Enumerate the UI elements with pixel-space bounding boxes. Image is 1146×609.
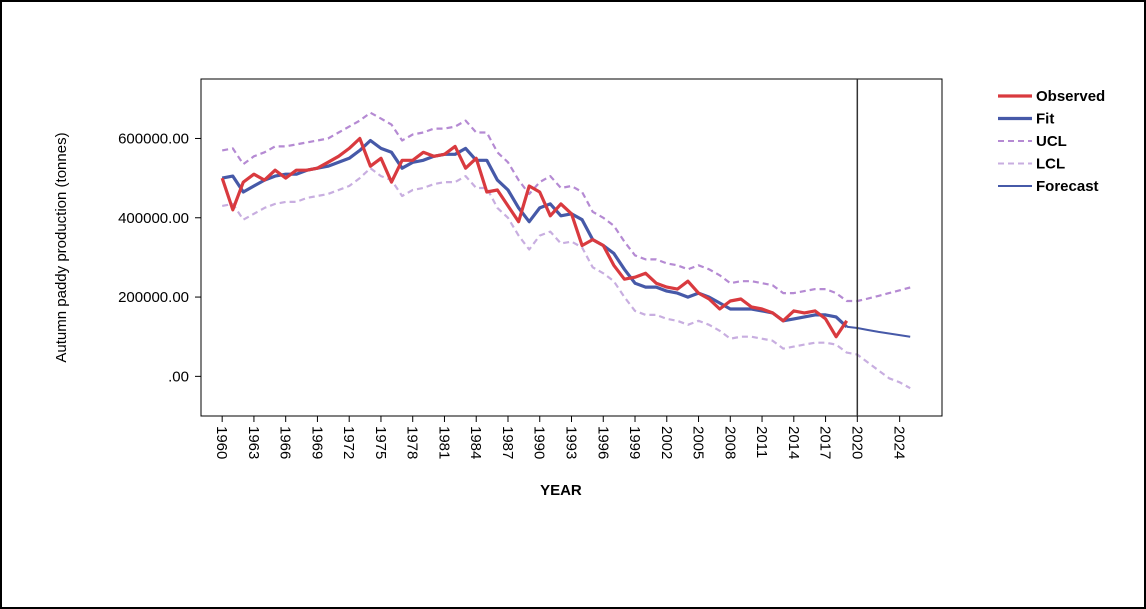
y-axis-label: Autumn paddy production (tonnes) — [53, 132, 70, 362]
x-tick-label: 1984 — [467, 426, 484, 459]
x-tick-label: 1993 — [563, 426, 580, 459]
x-tick-label: 2011 — [753, 426, 770, 458]
x-tick-label: 2014 — [785, 426, 802, 459]
x-axis-label: YEAR — [540, 482, 582, 499]
x-tick-label: 2005 — [690, 426, 707, 459]
x-tick-label: 1972 — [340, 426, 357, 459]
x-tick-label: 1966 — [277, 426, 294, 459]
x-tick-label: 1978 — [404, 426, 421, 459]
x-tick-label: 1969 — [308, 426, 325, 459]
x-tick-label: 1963 — [245, 426, 262, 459]
x-tick-label: 2024 — [891, 426, 908, 459]
x-axis: 1960 1963 1966 1969 1972 1975 1978 1981 1984 1987… — [213, 416, 908, 459]
x-tick-label: 1981 — [435, 426, 452, 459]
y-tick-label: 200000.00 — [118, 289, 189, 306]
x-tick-label: 2002 — [658, 426, 675, 459]
plot-area — [200, 78, 943, 417]
series-line-forecast — [846, 325, 911, 338]
x-tick-label: 1990 — [531, 426, 548, 459]
y-tick-label: 600000.00 — [118, 130, 189, 147]
legend-label-observed: Observed — [1036, 88, 1105, 105]
series-layer — [220, 111, 911, 390]
y-tick-label: .00 — [168, 368, 189, 385]
series-line-ucl — [221, 111, 911, 303]
x-tick-label: 2008 — [721, 426, 738, 459]
legend-label-forecast: Forecast — [1036, 178, 1099, 195]
y-tick-label: 400000.00 — [118, 210, 189, 227]
x-tick-label: 1999 — [626, 426, 643, 459]
series-line-fit — [221, 138, 848, 328]
x-tick-label: 2020 — [848, 426, 865, 459]
legend: Observed Fit UCL LCL Forecast — [998, 88, 1105, 195]
x-tick-label: 1987 — [499, 426, 516, 459]
legend-label-fit: Fit — [1036, 111, 1054, 128]
x-tick-label: 1960 — [213, 426, 230, 459]
series-line-observed — [220, 136, 849, 339]
x-tick-label: 1975 — [372, 426, 389, 459]
legend-label-ucl: UCL — [1036, 133, 1067, 150]
x-tick-label: 1996 — [594, 426, 611, 459]
legend-label-lcl: LCL — [1036, 156, 1065, 173]
y-axis: .00 200000.00 400000.00 600000.00 — [118, 130, 201, 385]
series-line-lcl — [221, 167, 911, 390]
x-tick-label: 2017 — [817, 426, 834, 459]
